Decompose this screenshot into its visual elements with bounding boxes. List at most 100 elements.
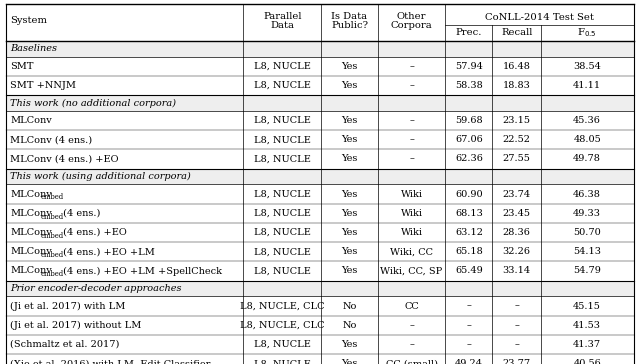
Text: (4 ens.) +EO: (4 ens.) +EO bbox=[60, 228, 127, 237]
Text: –: – bbox=[514, 340, 519, 349]
Text: 57.94: 57.94 bbox=[455, 62, 483, 71]
Text: 67.06: 67.06 bbox=[455, 135, 483, 144]
Text: Wiki, CC, SP: Wiki, CC, SP bbox=[380, 266, 443, 276]
Text: SMT +NNJM: SMT +NNJM bbox=[10, 81, 76, 90]
Text: Parallel: Parallel bbox=[263, 12, 301, 21]
Text: 54.13: 54.13 bbox=[573, 247, 601, 256]
Text: L8, NUCLE: L8, NUCLE bbox=[254, 359, 311, 364]
Text: Yes: Yes bbox=[341, 135, 358, 144]
Text: –: – bbox=[409, 81, 414, 90]
Text: CoNLL-2014 Test Set: CoNLL-2014 Test Set bbox=[485, 12, 594, 21]
Text: 16.48: 16.48 bbox=[502, 62, 531, 71]
Text: MLConv: MLConv bbox=[10, 247, 52, 256]
Text: No: No bbox=[342, 301, 356, 310]
Text: –: – bbox=[409, 154, 414, 163]
Text: Yes: Yes bbox=[341, 266, 358, 276]
Text: MLConv: MLConv bbox=[10, 266, 52, 276]
Text: 46.38: 46.38 bbox=[573, 190, 601, 199]
Text: 63.12: 63.12 bbox=[455, 228, 483, 237]
Text: 54.79: 54.79 bbox=[573, 266, 601, 276]
Text: 65.18: 65.18 bbox=[455, 247, 483, 256]
Text: embed: embed bbox=[40, 270, 63, 278]
Text: L8, NUCLE: L8, NUCLE bbox=[254, 135, 311, 144]
Text: MLConv (4 ens.): MLConv (4 ens.) bbox=[10, 135, 92, 144]
Text: Wiki: Wiki bbox=[401, 228, 422, 237]
Text: (4 ens.): (4 ens.) bbox=[60, 209, 100, 218]
Text: 50.70: 50.70 bbox=[573, 228, 601, 237]
Text: –: – bbox=[409, 321, 414, 330]
Text: (Ji et al. 2017) with LM: (Ji et al. 2017) with LM bbox=[10, 301, 125, 310]
Text: (Ji et al. 2017) without LM: (Ji et al. 2017) without LM bbox=[10, 321, 141, 330]
Text: 28.36: 28.36 bbox=[502, 228, 531, 237]
Text: This work (using additional corpora): This work (using additional corpora) bbox=[10, 172, 191, 181]
Text: Yes: Yes bbox=[341, 209, 358, 218]
Text: SMT: SMT bbox=[10, 62, 34, 71]
Text: Is Data: Is Data bbox=[332, 12, 367, 21]
Text: 49.24: 49.24 bbox=[455, 359, 483, 364]
Text: Yes: Yes bbox=[341, 116, 358, 125]
Text: L8, NUCLE, CLC: L8, NUCLE, CLC bbox=[240, 321, 324, 330]
Text: 41.11: 41.11 bbox=[573, 81, 601, 90]
Text: L8, NUCLE, CLC: L8, NUCLE, CLC bbox=[240, 301, 324, 310]
Text: –: – bbox=[514, 301, 519, 310]
Text: MLConv: MLConv bbox=[10, 209, 52, 218]
Text: Baselines: Baselines bbox=[10, 44, 57, 53]
Text: (4 ens.) +EO +LM +SpellCheck: (4 ens.) +EO +LM +SpellCheck bbox=[60, 266, 221, 276]
Text: 23.45: 23.45 bbox=[502, 209, 531, 218]
Text: L8, NUCLE: L8, NUCLE bbox=[254, 190, 311, 199]
Text: 49.33: 49.33 bbox=[573, 209, 601, 218]
Text: Yes: Yes bbox=[341, 81, 358, 90]
Text: MLConv: MLConv bbox=[10, 116, 52, 125]
Text: 58.38: 58.38 bbox=[455, 81, 483, 90]
Bar bbox=[6, 169, 634, 185]
Text: Data: Data bbox=[270, 21, 294, 30]
Text: 23.74: 23.74 bbox=[502, 190, 531, 199]
Text: Wiki, CC: Wiki, CC bbox=[390, 247, 433, 256]
Text: L8, NUCLE: L8, NUCLE bbox=[254, 116, 311, 125]
Text: embed: embed bbox=[40, 232, 63, 240]
Text: 41.53: 41.53 bbox=[573, 321, 601, 330]
Text: MLConv (4 ens.) +EO: MLConv (4 ens.) +EO bbox=[10, 154, 118, 163]
Bar bbox=[6, 281, 634, 296]
Text: Recall: Recall bbox=[501, 28, 532, 37]
Text: L8, NUCLE: L8, NUCLE bbox=[254, 228, 311, 237]
Text: –: – bbox=[467, 340, 472, 349]
Text: 18.83: 18.83 bbox=[502, 81, 531, 90]
Text: 60.90: 60.90 bbox=[455, 190, 483, 199]
Text: –: – bbox=[409, 62, 414, 71]
Text: L8, NUCLE: L8, NUCLE bbox=[254, 81, 311, 90]
Text: L8, NUCLE: L8, NUCLE bbox=[254, 340, 311, 349]
Text: (Schmaltz et al. 2017): (Schmaltz et al. 2017) bbox=[10, 340, 120, 349]
Text: Corpora: Corpora bbox=[390, 21, 433, 30]
Text: Yes: Yes bbox=[341, 247, 358, 256]
Text: This work (no additional corpora): This work (no additional corpora) bbox=[10, 98, 176, 108]
Text: Yes: Yes bbox=[341, 154, 358, 163]
Text: 62.36: 62.36 bbox=[455, 154, 483, 163]
Text: –: – bbox=[409, 135, 414, 144]
Text: No: No bbox=[342, 321, 356, 330]
Text: –: – bbox=[409, 116, 414, 125]
Text: –: – bbox=[467, 301, 472, 310]
Text: 45.15: 45.15 bbox=[573, 301, 601, 310]
Text: L8, NUCLE: L8, NUCLE bbox=[254, 247, 311, 256]
Text: 45.36: 45.36 bbox=[573, 116, 601, 125]
Text: Yes: Yes bbox=[341, 340, 358, 349]
Text: Wiki: Wiki bbox=[401, 209, 422, 218]
Text: MLConv: MLConv bbox=[10, 190, 52, 199]
Text: CC: CC bbox=[404, 301, 419, 310]
Text: 27.55: 27.55 bbox=[502, 154, 531, 163]
Bar bbox=[6, 95, 634, 111]
Text: MLConv: MLConv bbox=[10, 228, 52, 237]
Text: Yes: Yes bbox=[341, 190, 358, 199]
Text: Other: Other bbox=[397, 12, 426, 21]
Text: 59.68: 59.68 bbox=[455, 116, 483, 125]
Bar bbox=[6, 41, 634, 57]
Text: L8, NUCLE: L8, NUCLE bbox=[254, 154, 311, 163]
Text: Public?: Public? bbox=[331, 21, 368, 30]
Text: L8, NUCLE: L8, NUCLE bbox=[254, 266, 311, 276]
Text: L8, NUCLE: L8, NUCLE bbox=[254, 62, 311, 71]
Text: embed: embed bbox=[40, 193, 63, 201]
Text: 32.26: 32.26 bbox=[502, 247, 531, 256]
Text: 23.77: 23.77 bbox=[502, 359, 531, 364]
Text: (4 ens.) +EO +LM: (4 ens.) +EO +LM bbox=[60, 247, 155, 256]
